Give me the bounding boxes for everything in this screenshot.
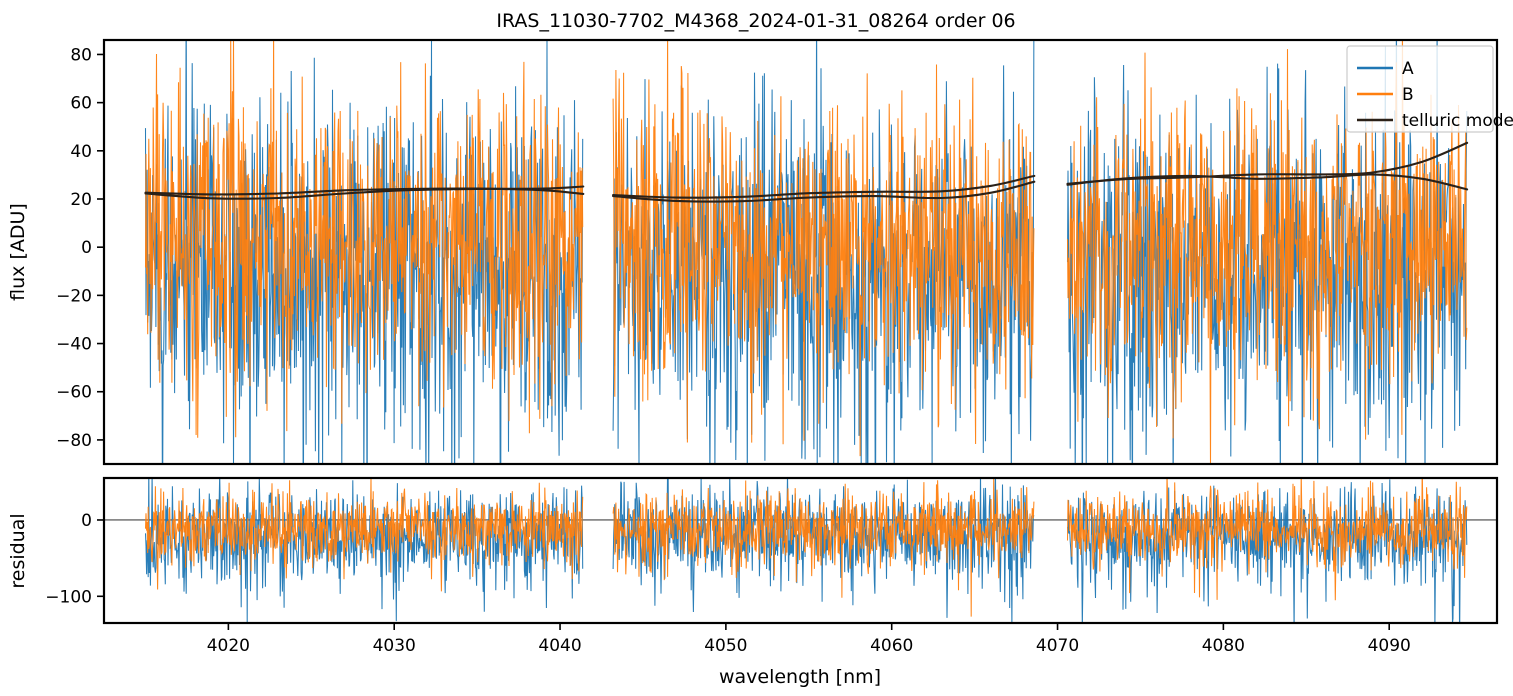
flux-ytick-label: 80 <box>70 45 92 65</box>
x-axis: 4020 4030 4040 4050 4060 4070 4080 4090 <box>207 623 1411 656</box>
spectrum-trace <box>144 478 1468 617</box>
telluric-model-curve <box>144 187 585 196</box>
residual-ytick-label: 0 <box>81 511 92 531</box>
telluric-model-curve <box>612 174 1036 199</box>
x-tick-label: 4070 <box>1036 636 1079 656</box>
legend-entry-b-label: B <box>1402 85 1414 105</box>
flux-panel-frame <box>102 38 1499 466</box>
flux-ytick-label: −40 <box>56 335 92 355</box>
telluric-model-curve <box>612 180 1036 203</box>
series-b-flux <box>144 40 1468 464</box>
legend-entry-a-label: A <box>1402 59 1414 79</box>
spectrum-trace <box>144 40 1468 464</box>
x-tick-label: 4060 <box>870 636 913 656</box>
telluric-model-curve <box>144 185 585 200</box>
flux-ytick-label: −80 <box>56 431 92 451</box>
flux-ytick-label: −60 <box>56 383 92 403</box>
flux-panel: −80 −60 −40 −20 0 20 40 60 80 flux [ADU] <box>7 38 1499 466</box>
x-axis-label: wavelength [nm] <box>719 666 881 688</box>
page-title: IRAS_11030-7702_M4368_2024-01-31_08264 o… <box>496 10 1015 32</box>
residual-y-axis: 0 −100 <box>45 511 104 607</box>
x-tick-label: 4030 <box>373 636 416 656</box>
residual-ytick-label: −100 <box>45 587 92 607</box>
x-tick-label: 4050 <box>704 636 747 656</box>
flux-ytick-label: −20 <box>56 286 92 306</box>
x-tick-label: 4020 <box>207 636 250 656</box>
residual-panel: 0 −100 4020 4030 4040 4050 4060 4070 4080 4090 r… <box>7 476 1499 688</box>
x-tick-label: 4080 <box>1202 636 1245 656</box>
telluric-model-curve <box>1066 173 1469 191</box>
flux-ytick-label: 60 <box>70 94 92 114</box>
residual-axis-label: residual <box>7 513 29 588</box>
flux-y-axis: −80 −60 −40 −20 0 20 40 60 80 <box>56 45 104 451</box>
flux-ytick-label: 0 <box>81 238 92 258</box>
series-telluric-model <box>144 141 1469 203</box>
residual-panel-frame <box>102 476 1499 625</box>
series-b-residual <box>144 478 1468 617</box>
flux-ytick-label: 40 <box>70 142 92 162</box>
flux-axis-label: flux [ADU] <box>7 203 29 301</box>
legend-entry-telluric-label: telluric model <box>1402 111 1513 131</box>
x-tick-label: 4040 <box>538 636 581 656</box>
flux-ytick-label: 20 <box>70 190 92 210</box>
x-tick-label: 4090 <box>1368 636 1411 656</box>
